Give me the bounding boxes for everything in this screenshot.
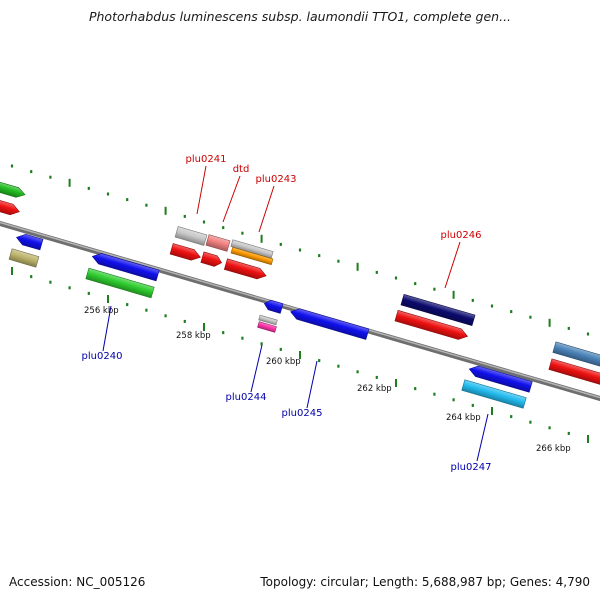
gene-arrow-plu0241[interactable] (169, 243, 202, 263)
gene-box-pink-dtd-shape[interactable] (205, 234, 231, 252)
gene-box-orange-plu0243[interactable] (230, 246, 274, 266)
gene-arrow-red-left-shape[interactable] (0, 196, 21, 217)
tick-marks (10, 164, 590, 443)
gene-box-khaki-shape[interactable] (8, 248, 40, 268)
gene-arrow-plu0241-shape[interactable] (169, 243, 202, 263)
gene-arrow-plu0243[interactable] (223, 258, 267, 281)
gene-arrow-plu0246[interactable] (394, 309, 469, 341)
label-leader-lines (102, 165, 489, 462)
map-title: Photorhabdus luminescens subsp. laumondi… (88, 9, 512, 24)
gene-label-plu0244[interactable]: plu0244 (226, 392, 267, 403)
gene-arrow-plu0245-shape[interactable] (289, 306, 370, 340)
genome-summary-text: Topology: circular; Length: 5,688,987 bp… (260, 575, 590, 589)
gene-arrow-plu0240-shape[interactable] (91, 251, 160, 282)
gene-arrow-plu0243-shape[interactable] (223, 258, 267, 281)
gene-arrow-red-right[interactable] (548, 358, 600, 389)
gene-arrow-plu0245[interactable] (289, 306, 370, 340)
gene-box-cyan-plu0247-shape[interactable] (461, 379, 527, 409)
gene-box-khaki[interactable] (8, 248, 40, 268)
gene-label-plu0246[interactable]: plu0246 (441, 230, 482, 241)
gene-label-plu0241[interactable]: plu0241 (186, 154, 227, 165)
gene-box-grey-plu0244[interactable] (258, 314, 278, 326)
gene-box-navy-plu0246-shape[interactable] (400, 293, 476, 327)
gene-arrow-dtd-shape[interactable] (200, 251, 223, 268)
gene-arrow-green-left[interactable] (0, 176, 26, 199)
gene-box-grey-plu0241-shape[interactable] (174, 226, 208, 246)
scale-label-266kbp: 266 kbp (536, 444, 571, 454)
gene-box-magenta-plu0244-shape[interactable] (257, 321, 277, 333)
gene-arrow-plu0244-shape[interactable] (263, 299, 284, 314)
gene-label-plu0247[interactable]: plu0247 (451, 462, 492, 473)
gene-arrow-red-right-shape[interactable] (548, 358, 600, 389)
gene-arrow-green-left-shape[interactable] (0, 176, 26, 199)
gene-arrow-red-left[interactable] (0, 196, 21, 217)
gene-arrow-plu0244[interactable] (263, 299, 284, 314)
gene-box-green-plu0240[interactable] (85, 267, 155, 299)
scale-label-262kbp: 262 kbp (357, 384, 392, 394)
gene-label-plu0243[interactable]: plu0243 (256, 174, 297, 185)
gene-box-orange-plu0243-shape[interactable] (230, 246, 274, 266)
gene-arrow-dtd[interactable] (200, 251, 223, 268)
gene-label-dtd[interactable]: dtd (233, 164, 250, 175)
scale-label-256kbp: 256 kbp (84, 306, 119, 316)
gene-box-pink-dtd[interactable] (205, 234, 231, 252)
gene-arrow-plu0246-shape[interactable] (394, 309, 469, 341)
gene-arrow-plu0240[interactable] (91, 251, 160, 282)
gene-label-plu0245[interactable]: plu0245 (282, 408, 323, 419)
gene-box-navy-plu0246[interactable] (400, 293, 476, 327)
gene-box-steelblue-right-shape[interactable] (552, 341, 600, 373)
gene-label-plu0240[interactable]: plu0240 (82, 351, 123, 362)
gene-box-cyan-plu0247[interactable] (461, 379, 527, 409)
gene-arrow-plu0247[interactable] (468, 364, 533, 393)
accession-text: Accession: NC_005126 (9, 575, 146, 589)
gene-box-grey-plu0241[interactable] (174, 226, 208, 246)
gene-arrow-blue-left-shape[interactable] (15, 232, 44, 251)
gene-box-grey-plu0244-shape[interactable] (258, 314, 278, 326)
scale-label-264kbp: 264 kbp (446, 413, 481, 423)
gene-box-green-plu0240-shape[interactable] (85, 267, 155, 299)
scale-label-258kbp: 258 kbp (176, 331, 211, 341)
gene-arrow-blue-left[interactable] (15, 232, 44, 251)
gene-box-magenta-plu0244[interactable] (257, 321, 277, 333)
gene-arrow-plu0247-shape[interactable] (468, 364, 533, 393)
scale-label-260kbp: 260 kbp (266, 357, 301, 367)
gene-box-steelblue-right[interactable] (552, 341, 600, 373)
gene-features[interactable] (0, 176, 600, 409)
